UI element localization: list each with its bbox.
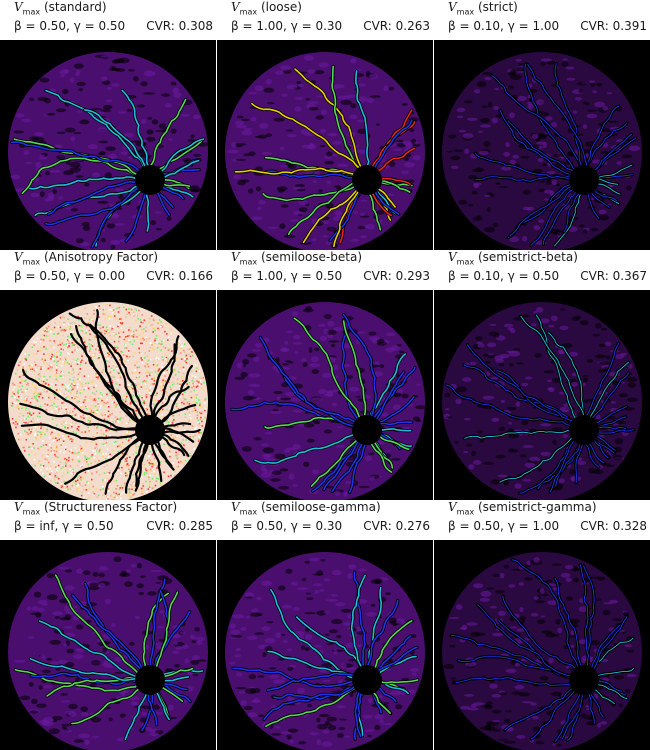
panel-cell: Vmax (semiloose-beta) β = 1.00, γ = 0.50…	[217, 250, 433, 500]
panel-title: Vmax (semistrict-gamma)	[448, 500, 597, 519]
panel-cvr: CVR: 0.285	[146, 519, 213, 533]
vesselness-map-image	[434, 540, 650, 750]
panel-cvr: CVR: 0.367	[580, 269, 647, 283]
optic-disc	[352, 165, 382, 195]
optic-disc	[352, 415, 382, 445]
optic-disc	[569, 415, 599, 445]
panel-cell: Vmax (loose) β = 1.00, γ = 0.30 CVR: 0.2…	[217, 0, 433, 250]
optic-disc	[569, 665, 599, 695]
panel-params: β = 0.50, γ = 0.30	[231, 519, 343, 533]
optic-disc	[135, 415, 165, 445]
optic-disc	[352, 665, 382, 695]
vesselness-map-image	[0, 290, 216, 500]
panel-label: (standard)	[43, 0, 107, 14]
panel-params: β = 0.50, γ = 0.50	[14, 19, 126, 33]
fundus-disc	[225, 52, 425, 250]
optic-disc	[569, 165, 599, 195]
panel-title: Vmax (Anisotropy Factor)	[14, 250, 158, 269]
panel-title: Vmax (semistrict-beta)	[448, 250, 578, 269]
vmax-symbol: Vmax	[448, 0, 475, 17]
panel-params: β = 0.50, γ = 1.00	[448, 519, 560, 533]
panel-label: (semistrict-gamma)	[477, 500, 597, 514]
panel-label: (semiloose-gamma)	[260, 500, 381, 514]
vesselness-map-image	[434, 290, 650, 500]
vesselness-map-image	[217, 40, 433, 250]
panel-title: Vmax (standard)	[14, 0, 107, 19]
fundus-disc	[8, 52, 208, 250]
optic-disc	[135, 165, 165, 195]
panel-label: (Anisotropy Factor)	[43, 250, 159, 264]
vesselness-map-image	[434, 40, 650, 250]
vesselness-map-image	[217, 290, 433, 500]
panel-params: β = 0.10, γ = 1.00	[448, 19, 560, 33]
vmax-symbol: Vmax	[231, 500, 258, 517]
vmax-symbol: Vmax	[231, 250, 258, 267]
panel-cell: Vmax (strict) β = 0.10, γ = 1.00 CVR: 0.…	[434, 0, 650, 250]
panel-cell: Vmax (Structureness Factor) β = inf, γ =…	[0, 500, 216, 750]
vesselness-map-image	[217, 540, 433, 750]
panel-cvr: CVR: 0.308	[146, 19, 213, 33]
vmax-symbol: Vmax	[14, 250, 41, 267]
panel-title: Vmax (semiloose-gamma)	[231, 500, 381, 519]
panel-cvr: CVR: 0.263	[363, 19, 430, 33]
panel-title: Vmax (strict)	[448, 0, 518, 19]
panel-cell: Vmax (semistrict-gamma) β = 0.50, γ = 1.…	[434, 500, 650, 750]
vmax-symbol: Vmax	[448, 250, 475, 267]
vesselness-map-image	[0, 540, 216, 750]
panel-label: (semistrict-beta)	[477, 250, 578, 264]
panel-cvr: CVR: 0.391	[580, 19, 647, 33]
panel-cell: Vmax (Anisotropy Factor) β = 0.50, γ = 0…	[0, 250, 216, 500]
vmax-symbol: Vmax	[448, 500, 475, 517]
panel-label: (semiloose-beta)	[260, 250, 362, 264]
panel-params: β = 0.10, γ = 0.50	[448, 269, 560, 283]
panel-label: (Structureness Factor)	[43, 500, 178, 514]
panel-cell: Vmax (semiloose-gamma) β = 0.50, γ = 0.3…	[217, 500, 433, 750]
panel-params: β = inf, γ = 0.50	[14, 519, 114, 533]
optic-disc	[135, 665, 165, 695]
vessel-tree	[233, 64, 417, 248]
panel-title: Vmax (Structureness Factor)	[14, 500, 177, 519]
vmax-symbol: Vmax	[14, 0, 41, 17]
fundus-disc	[442, 52, 642, 250]
panel-cvr: CVR: 0.293	[363, 269, 430, 283]
panel-params: β = 0.50, γ = 0.00	[14, 269, 126, 283]
panel-label: (loose)	[260, 0, 302, 14]
panel-title: Vmax (loose)	[231, 0, 302, 19]
vmax-symbol: Vmax	[14, 500, 41, 517]
panel-params: β = 1.00, γ = 0.30	[231, 19, 343, 33]
panel-cvr: CVR: 0.276	[363, 519, 430, 533]
panel-cvr: CVR: 0.166	[146, 269, 213, 283]
panel-cell: Vmax (semistrict-beta) β = 0.10, γ = 0.5…	[434, 250, 650, 500]
panel-title: Vmax (semiloose-beta)	[231, 250, 362, 269]
panel-params: β = 1.00, γ = 0.50	[231, 269, 343, 283]
vesselness-map-image	[0, 40, 216, 250]
vmax-symbol: Vmax	[231, 0, 258, 17]
fundus-disc	[8, 302, 208, 500]
panel-cvr: CVR: 0.328	[580, 519, 647, 533]
panel-cell: Vmax (standard) β = 0.50, γ = 0.50 CVR: …	[0, 0, 216, 250]
panel-label: (strict)	[477, 0, 518, 14]
